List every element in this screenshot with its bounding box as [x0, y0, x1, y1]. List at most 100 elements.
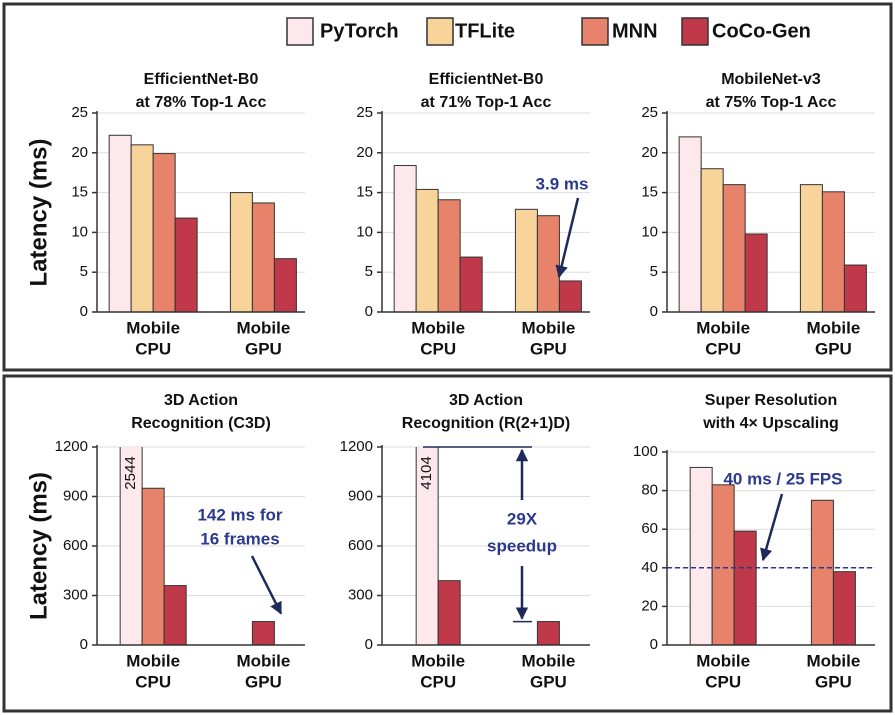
bar — [437, 199, 461, 312]
y-tick-label: 20 — [641, 144, 658, 161]
y-tick-label: 0 — [650, 303, 658, 320]
bar — [689, 466, 713, 645]
bar — [119, 447, 143, 645]
y-tick-label: 25 — [641, 104, 658, 121]
annotation: 142 ms for — [197, 505, 282, 524]
plot — [678, 136, 867, 312]
bar — [273, 258, 297, 312]
y-tick-label: 25 — [356, 104, 373, 121]
legend-swatch — [426, 17, 454, 46]
y-tick-label: 600 — [63, 537, 88, 554]
bar — [514, 208, 538, 312]
x-tick-label: Mobile — [236, 318, 290, 337]
bar — [744, 233, 768, 312]
x-tick-label: GPU — [245, 339, 282, 358]
y-tick-label: 1200 — [55, 438, 88, 455]
x-tick-label: Mobile — [521, 318, 575, 337]
legend-label: MNN — [612, 20, 658, 42]
x-tick-label: CPU — [420, 672, 456, 691]
bar — [711, 484, 735, 645]
legend-label: PyTorch — [320, 20, 399, 42]
chart-title: 3D Action — [164, 392, 238, 409]
bar — [459, 256, 483, 312]
bottom-panel — [2, 374, 893, 713]
y-tick-label: 5 — [365, 263, 373, 280]
bar — [821, 191, 845, 312]
x-tick-label: CPU — [705, 672, 741, 691]
arrow — [760, 493, 784, 562]
plot — [119, 447, 275, 645]
y-tick-label: 20 — [641, 597, 658, 614]
x-tick-label: CPU — [135, 672, 171, 691]
x-tick-label: Mobile — [236, 651, 290, 670]
y-tick-label: 300 — [63, 586, 88, 603]
top-panel — [2, 2, 893, 372]
bar — [130, 144, 154, 312]
chart-title: 3D Action — [449, 392, 523, 409]
value-label: 2544 — [122, 456, 139, 489]
y-tick-label: 0 — [365, 636, 373, 653]
y-tick-label: 15 — [356, 184, 373, 201]
chart-title: at 71% Top-1 Acc — [421, 94, 552, 111]
y-axis-label: Latency (ms) — [25, 472, 52, 620]
x-tick-label: Mobile — [696, 651, 750, 670]
legend-swatch — [581, 17, 609, 46]
x-tick-label: Mobile — [521, 651, 575, 670]
x-tick-label: CPU — [420, 339, 456, 358]
annotation: 29X — [507, 509, 538, 528]
x-tick-label: Mobile — [806, 318, 860, 337]
chart-title: EfficientNet-B0 — [429, 71, 544, 88]
y-tick-label: 0 — [650, 636, 658, 653]
plot — [393, 165, 582, 312]
plot — [108, 134, 297, 312]
y-tick-label: 5 — [80, 263, 88, 280]
y-tick-label: 80 — [641, 482, 658, 499]
y-tick-label: 0 — [80, 636, 88, 653]
y-tick-label: 60 — [641, 520, 658, 537]
chart-title: Super Resolution — [705, 392, 837, 409]
y-tick-label: 1200 — [340, 438, 373, 455]
bar — [393, 165, 417, 312]
bar — [415, 188, 439, 312]
bar — [163, 585, 187, 645]
x-tick-label: CPU — [705, 339, 741, 358]
bar — [810, 499, 834, 645]
y-tick-label: 5 — [650, 263, 658, 280]
bar — [832, 571, 856, 645]
y-tick-label: 20 — [71, 144, 88, 161]
legend-label: TFLite — [455, 20, 515, 42]
chart-title: at 78% Top-1 Acc — [136, 94, 267, 111]
arrow — [555, 197, 580, 279]
bar — [733, 530, 757, 645]
y-tick-label: 40 — [641, 559, 658, 576]
bar — [843, 264, 867, 312]
chart-title: with 4× Upscaling — [702, 415, 839, 432]
x-tick-label: Mobile — [126, 318, 180, 337]
annotation: 16 frames — [200, 529, 279, 548]
x-tick-label: Mobile — [411, 318, 465, 337]
bar — [152, 153, 176, 312]
y-tick-label: 600 — [348, 537, 373, 554]
y-tick-label: 10 — [356, 223, 373, 240]
y-tick-label: 25 — [71, 104, 88, 121]
plot — [689, 466, 856, 645]
bar — [678, 136, 702, 312]
x-tick-label: CPU — [135, 339, 171, 358]
annotation: speedup — [487, 536, 557, 555]
bar — [141, 487, 165, 645]
arrow — [250, 555, 283, 615]
chart-title: MobileNet-v3 — [721, 71, 821, 88]
bar — [536, 621, 560, 645]
bar — [229, 192, 253, 312]
bar — [722, 184, 746, 312]
y-axis-label: Latency (ms) — [25, 138, 52, 286]
y-tick-label: 100 — [633, 443, 658, 460]
value-label: 4104 — [418, 456, 435, 489]
y-tick-label: 10 — [71, 223, 88, 240]
y-tick-label: 900 — [348, 487, 373, 504]
bar — [536, 215, 560, 312]
y-tick-label: 15 — [641, 184, 658, 201]
chart-title: Recognition (C3D) — [131, 415, 271, 432]
x-tick-label: Mobile — [126, 651, 180, 670]
